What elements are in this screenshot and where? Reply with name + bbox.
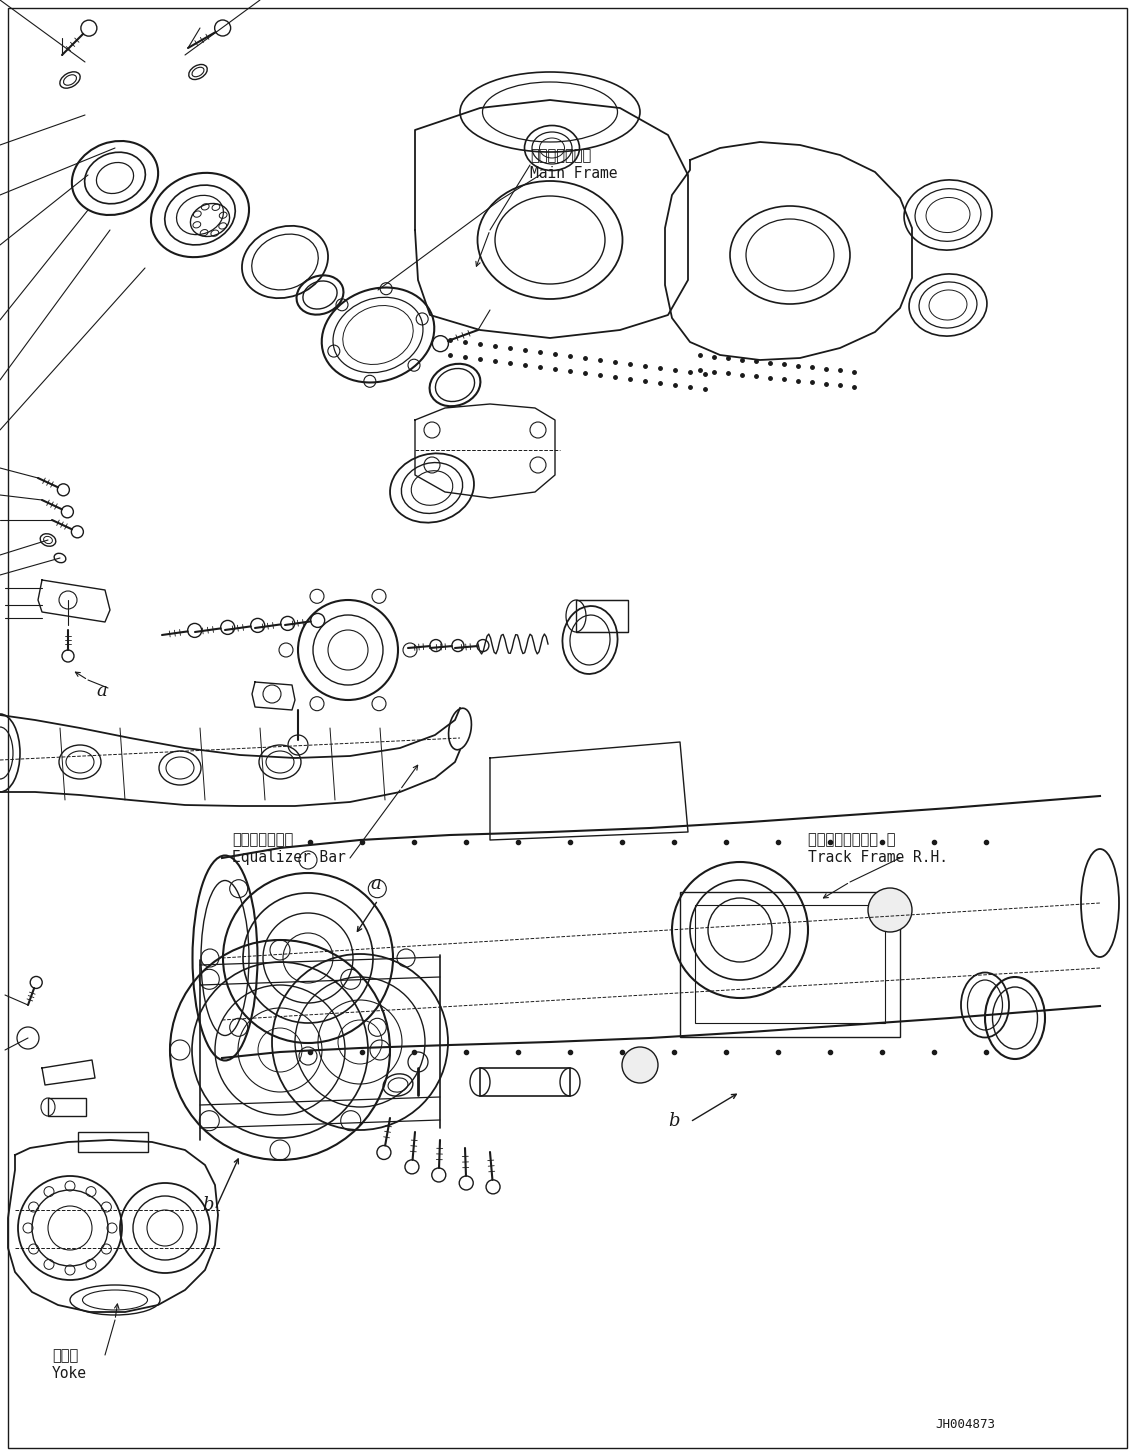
Text: JH004873: JH004873 — [935, 1418, 995, 1431]
Text: Track Frame R.H.: Track Frame R.H. — [808, 850, 948, 865]
Text: Equalizer Bar: Equalizer Bar — [232, 850, 346, 865]
Bar — [48, 1098, 86, 1115]
Text: Yoke: Yoke — [52, 1366, 87, 1380]
Bar — [78, 1131, 148, 1152]
Text: a: a — [370, 875, 380, 893]
Bar — [680, 893, 900, 1037]
Text: b: b — [669, 1112, 680, 1130]
Circle shape — [868, 888, 913, 932]
Bar — [575, 600, 628, 632]
Text: b: b — [202, 1195, 213, 1214]
Text: イコライザバー: イコライザバー — [232, 831, 293, 847]
Bar — [480, 1069, 570, 1096]
Bar — [695, 906, 885, 1024]
Text: トラックフレーム 右: トラックフレーム 右 — [808, 831, 896, 847]
Text: Main Frame: Main Frame — [530, 166, 617, 181]
Text: ヨーク: ヨーク — [52, 1348, 78, 1363]
Text: a: a — [96, 681, 107, 700]
Text: メインフレーム: メインフレーム — [530, 149, 591, 163]
Circle shape — [622, 1047, 658, 1083]
